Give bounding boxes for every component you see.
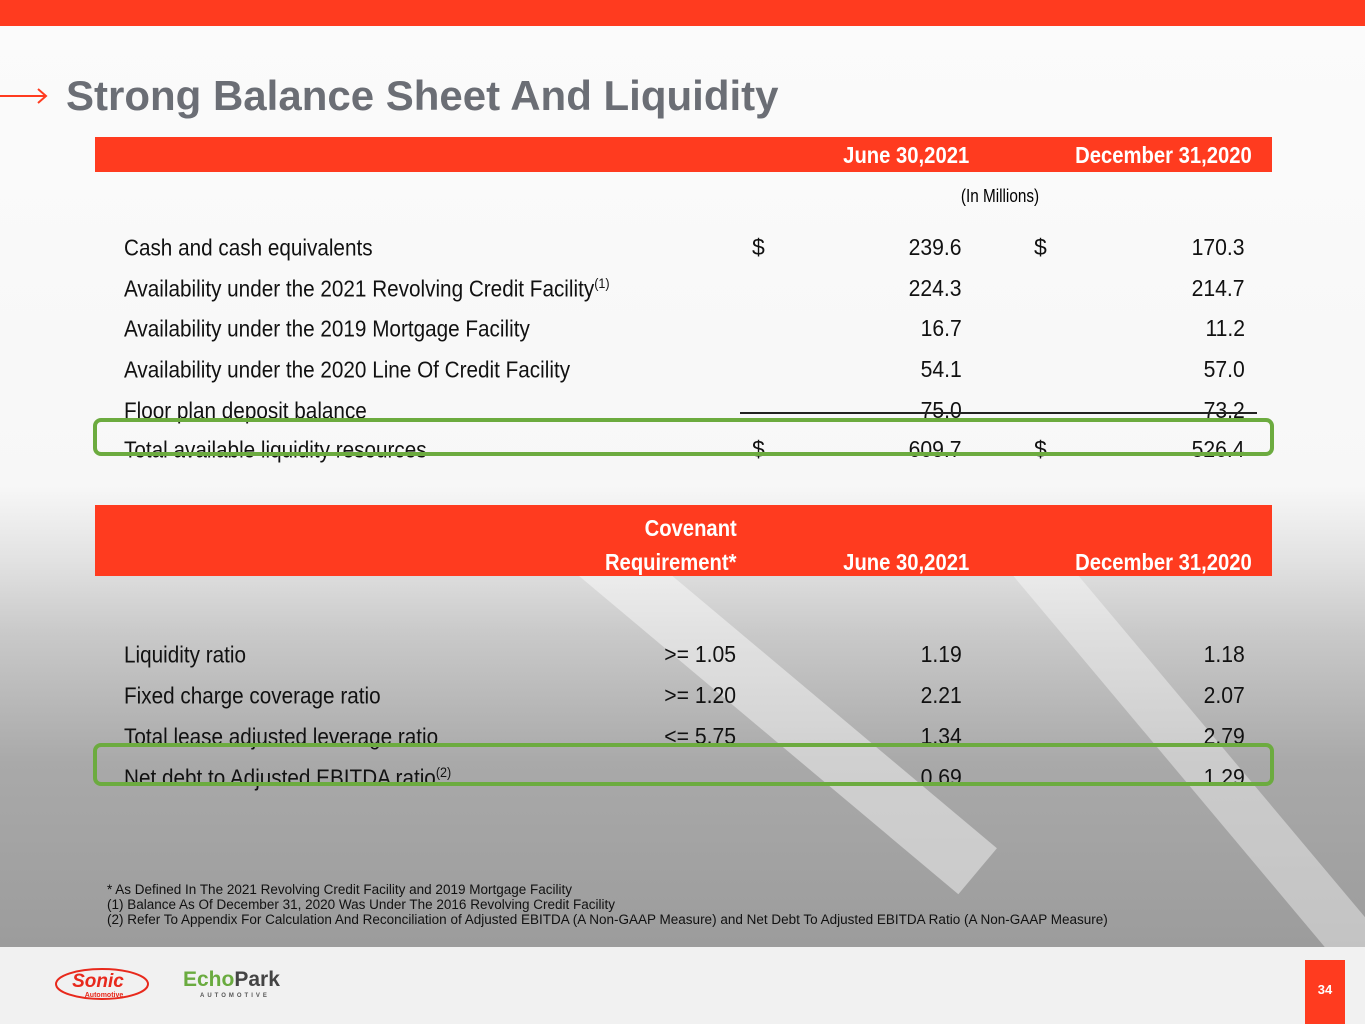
table-row: Availability under the 2020 Line Of Cred… [0,348,1365,388]
col-header-june: June 30,2021 [842,142,969,168]
logo-text: Park [234,968,280,991]
row-label: Liquidity ratio [124,641,246,668]
value-june: 239.6 [909,234,962,260]
echopark-logo: EchoPark [183,968,280,992]
row-label: Availability under the 2020 Line Of Cred… [124,356,571,383]
arrow-icon [0,88,48,104]
table-row: Net debt to Adjusted EBITDA ratio(2) 0.6… [0,756,1365,796]
page-number: 34 [1305,960,1345,1024]
value-june: 16.7 [920,315,962,341]
echopark-subtitle: AUTOMOTIVE [200,993,270,999]
svg-text:Sonic: Sonic [72,971,124,992]
row-label: Cash and cash equivalents [124,234,373,261]
table-row: Fixed charge coverage ratio >= 1.20 2.21… [0,674,1365,714]
currency-symbol: $ [1034,234,1047,260]
value-june: 1.19 [920,641,962,667]
table2-header: Covenant Requirement* June 30,2021 Decem… [95,505,1272,576]
currency-symbol: $ [752,234,765,260]
highlight-total-liquidity [93,418,1274,456]
value-december: 526.4 [1192,436,1245,462]
table-row: Floor plan deposit balance 75.0 73.2 [0,389,1365,429]
page-title: Strong Balance Sheet And Liquidity [66,72,779,119]
logo-text: Echo [183,968,235,991]
road-background [0,26,1365,947]
value-june: 609.7 [909,436,962,462]
value-december: 170.3 [1192,234,1245,260]
value-december: 214.7 [1192,275,1245,301]
value-december: 57.0 [1203,356,1245,382]
value-december: 1.18 [1203,641,1245,667]
footnote: (2) Refer To Appendix For Calculation An… [107,912,1108,927]
col-header-requirement: Requirement* [605,549,737,575]
value-december: 11.2 [1205,315,1245,341]
value-december: 2.07 [1203,682,1245,708]
units-label: (In Millions) [960,186,1040,206]
col-header-december: December 31,2020 [1075,549,1252,575]
table-row: Cash and cash equivalents $ 239.6 $ 170.… [0,226,1365,266]
covenant-requirement: >= 1.05 [664,641,736,667]
table-row: Availability under the 2019 Mortgage Fac… [0,307,1365,347]
table-row: Liquidity ratio >= 1.05 1.19 1.18 [0,633,1365,673]
highlight-net-debt [93,743,1274,786]
covenant-requirement: >= 1.20 [664,682,736,708]
footer [0,947,1365,1024]
value-june: 224.3 [909,275,962,301]
value-june: 54.1 [920,356,962,382]
col-header-december: December 31,2020 [1075,142,1252,168]
footnotes: * As Defined In The 2021 Revolving Credi… [107,882,1108,927]
subtotal-rule [740,412,1257,414]
value-june: 2.21 [920,682,962,708]
row-label: Availability under the 2021 Revolving Cr… [124,275,610,302]
row-label: Total available liquidity resources [124,436,427,463]
table-row: Availability under the 2021 Revolving Cr… [0,267,1365,307]
footnote: * As Defined In The 2021 Revolving Credi… [107,882,572,897]
row-label: Availability under the 2019 Mortgage Fac… [124,315,530,342]
svg-text:Automotive: Automotive [85,992,124,999]
col-header-june: June 30,2021 [842,549,969,575]
table1-header: June 30,2021 December 31,2020 [95,137,1272,172]
top-accent-bar [0,0,1365,26]
col-header-covenant: Covenant [644,515,737,541]
row-label: Fixed charge coverage ratio [124,682,381,709]
row-label: Net debt to Adjusted EBITDA ratio(2) [124,764,452,791]
footnote: (1) Balance As Of December 31, 2020 Was … [107,897,615,912]
sonic-automotive-logo: Sonic Automotive [55,968,149,1000]
